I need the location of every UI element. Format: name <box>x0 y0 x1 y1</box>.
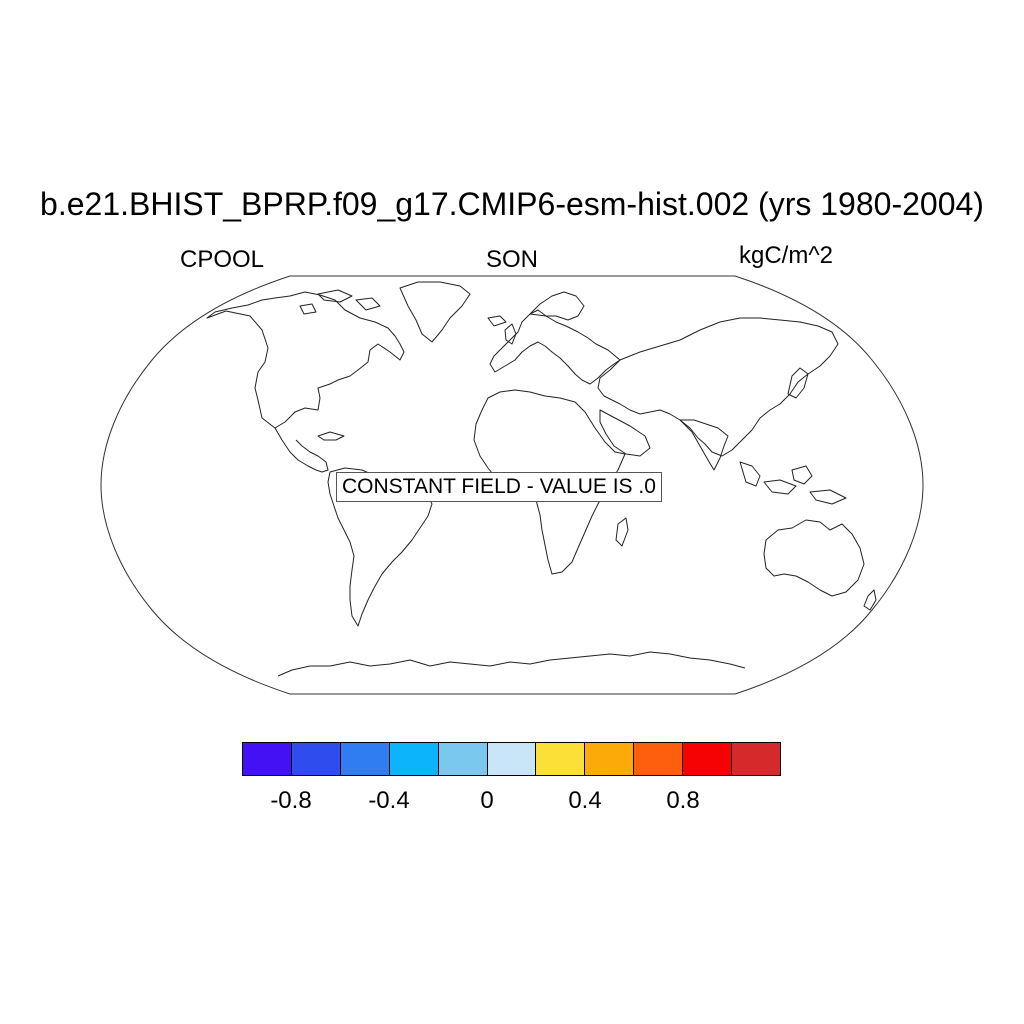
colorbar-swatch <box>634 743 684 775</box>
greenland-coast <box>399 281 471 343</box>
indonesia-coast <box>739 461 847 505</box>
coastlines <box>206 281 877 677</box>
colorbar-tick-label: 0 <box>480 787 494 814</box>
variable-label: CPOOL <box>180 246 265 273</box>
arabia-coast <box>599 409 651 457</box>
arctic-islands-coast <box>299 289 381 315</box>
colorbar-swatch <box>683 743 733 775</box>
central-america-coast <box>274 427 329 473</box>
constant-field-message: CONSTANT FIELD - VALUE IS .0 <box>336 472 662 502</box>
colorbar-swatch <box>340 743 390 775</box>
new-zealand-coast <box>863 589 877 611</box>
colorbar-swatch <box>487 743 537 775</box>
cuba-coast <box>317 431 345 441</box>
colorbar <box>242 742 781 776</box>
asia-coast <box>597 317 839 457</box>
scandinavia-coast <box>529 291 585 321</box>
colorbar-tick-label: -0.8 <box>270 787 312 814</box>
iceland-coast <box>487 315 507 327</box>
colorbar-swatch <box>438 743 488 775</box>
map-outline <box>100 275 924 695</box>
north-america-coast <box>206 291 405 429</box>
europe-coast <box>489 309 621 385</box>
colorbar-swatch <box>732 743 780 775</box>
units-label: kgC/m^2 <box>739 242 833 269</box>
colorbar-labels: -0.8 -0.4 0 0.4 0.8 <box>242 786 781 816</box>
uk-coast <box>504 323 517 345</box>
japan-coast <box>787 367 809 399</box>
season-label: SON <box>485 246 538 273</box>
colorbar-swatch <box>389 743 439 775</box>
australia-coast <box>763 519 865 597</box>
colorbar-swatch <box>585 743 635 775</box>
colorbar-swatch <box>291 743 341 775</box>
colorbar-tick-label: -0.4 <box>368 787 410 814</box>
plot-title: b.e21.BHIST_BPRP.f09_g17.CMIP6-esm-hist.… <box>40 186 984 222</box>
antarctica-coast <box>277 651 746 677</box>
madagascar-coast <box>615 517 629 547</box>
india-coast <box>679 419 729 471</box>
colorbar-swatch <box>536 743 586 775</box>
colorbar-tick-label: 0.4 <box>568 787 602 814</box>
colorbar-tick-label: 0.8 <box>666 787 700 814</box>
colorbar-swatch <box>243 743 292 775</box>
